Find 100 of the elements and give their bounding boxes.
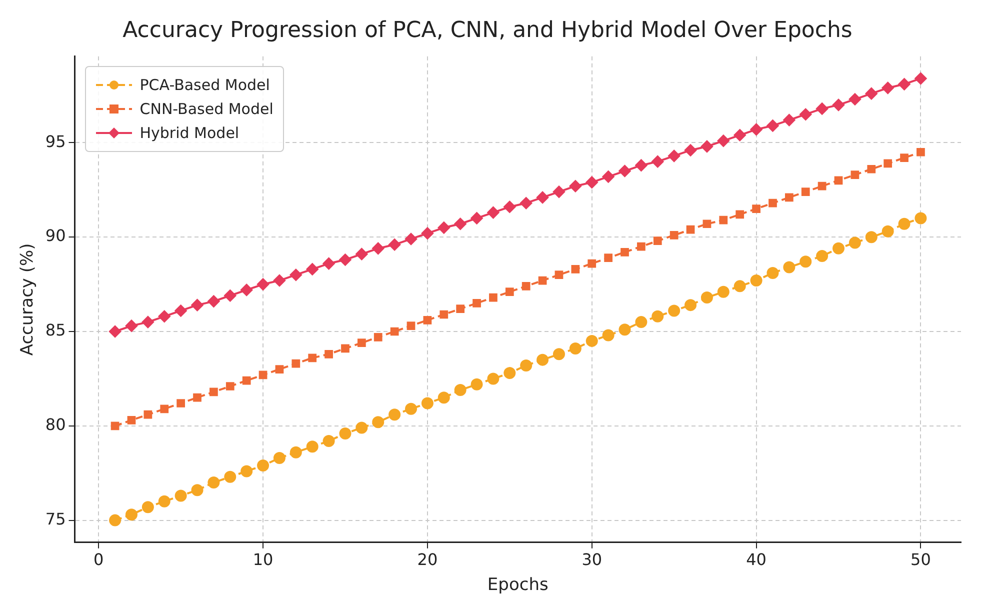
point [734, 129, 746, 142]
point [848, 236, 861, 249]
point [308, 354, 317, 362]
point [487, 372, 500, 385]
point [635, 159, 648, 172]
point [914, 72, 927, 84]
point [702, 220, 712, 228]
point [273, 274, 286, 287]
y-tick-label: 85 [45, 320, 66, 340]
point [816, 102, 828, 115]
point [520, 197, 532, 210]
point [405, 402, 418, 415]
point [834, 176, 843, 185]
point [766, 120, 779, 132]
point [522, 282, 530, 290]
point [635, 316, 648, 328]
point [717, 134, 730, 147]
point [456, 304, 465, 314]
point [438, 392, 450, 404]
point [536, 354, 549, 366]
point [470, 378, 483, 390]
point [144, 410, 152, 419]
point [700, 292, 713, 304]
point [306, 440, 318, 453]
point [174, 304, 187, 317]
point [339, 254, 352, 266]
point [374, 332, 382, 342]
x-tick-label: 50 [910, 550, 931, 570]
point [865, 88, 878, 100]
point [109, 326, 122, 338]
point [884, 159, 892, 168]
point [388, 238, 401, 251]
point [275, 365, 284, 374]
point [686, 225, 695, 234]
point [604, 254, 612, 262]
point [193, 393, 202, 402]
point [341, 344, 350, 353]
x-tick-label: 30 [582, 550, 602, 570]
legend-label: CNN-Based Model [140, 99, 274, 120]
point [752, 204, 760, 213]
point [487, 206, 500, 219]
point [258, 370, 268, 380]
y-tick-label: 90 [45, 226, 66, 246]
point [750, 274, 762, 287]
point [125, 320, 138, 332]
point [816, 250, 828, 262]
point [652, 310, 664, 322]
point [142, 501, 154, 514]
point [766, 266, 779, 279]
x-tick-label: 10 [252, 550, 274, 570]
point [110, 422, 120, 430]
point [489, 293, 498, 302]
point [191, 299, 204, 312]
point [652, 156, 664, 168]
point [109, 514, 122, 526]
x-tick-label: 0 [94, 550, 104, 570]
point [210, 388, 218, 396]
point [536, 191, 549, 204]
point [717, 286, 730, 298]
point [552, 186, 565, 198]
point [520, 359, 532, 372]
y-tick-label: 95 [45, 132, 66, 151]
legend-label: Hybrid Model [140, 123, 240, 144]
point [800, 256, 812, 268]
point [208, 295, 220, 308]
point [898, 218, 910, 230]
point [257, 278, 270, 290]
point [226, 382, 234, 390]
point [865, 231, 878, 244]
point [783, 114, 796, 126]
x-tick-label: 20 [417, 550, 438, 570]
point [768, 198, 777, 208]
point [176, 399, 185, 408]
point [637, 242, 646, 251]
point [191, 484, 204, 496]
point [538, 276, 547, 285]
point [832, 98, 845, 111]
point [421, 397, 434, 410]
point [324, 350, 333, 358]
point [160, 404, 169, 414]
point [620, 248, 629, 256]
point [357, 338, 366, 348]
point [257, 460, 270, 472]
point [356, 422, 368, 434]
point [240, 465, 253, 478]
point [240, 284, 253, 296]
point [653, 236, 662, 246]
point [684, 144, 697, 156]
point [406, 322, 416, 330]
point [292, 359, 300, 368]
point [125, 508, 138, 521]
point [390, 327, 399, 336]
point [388, 408, 401, 421]
point [882, 225, 894, 238]
point [322, 435, 335, 448]
point [602, 329, 614, 342]
x-tick-label: 40 [746, 550, 766, 570]
point [832, 242, 845, 254]
x-axis-title: Epochs [487, 575, 548, 596]
point [569, 342, 582, 354]
